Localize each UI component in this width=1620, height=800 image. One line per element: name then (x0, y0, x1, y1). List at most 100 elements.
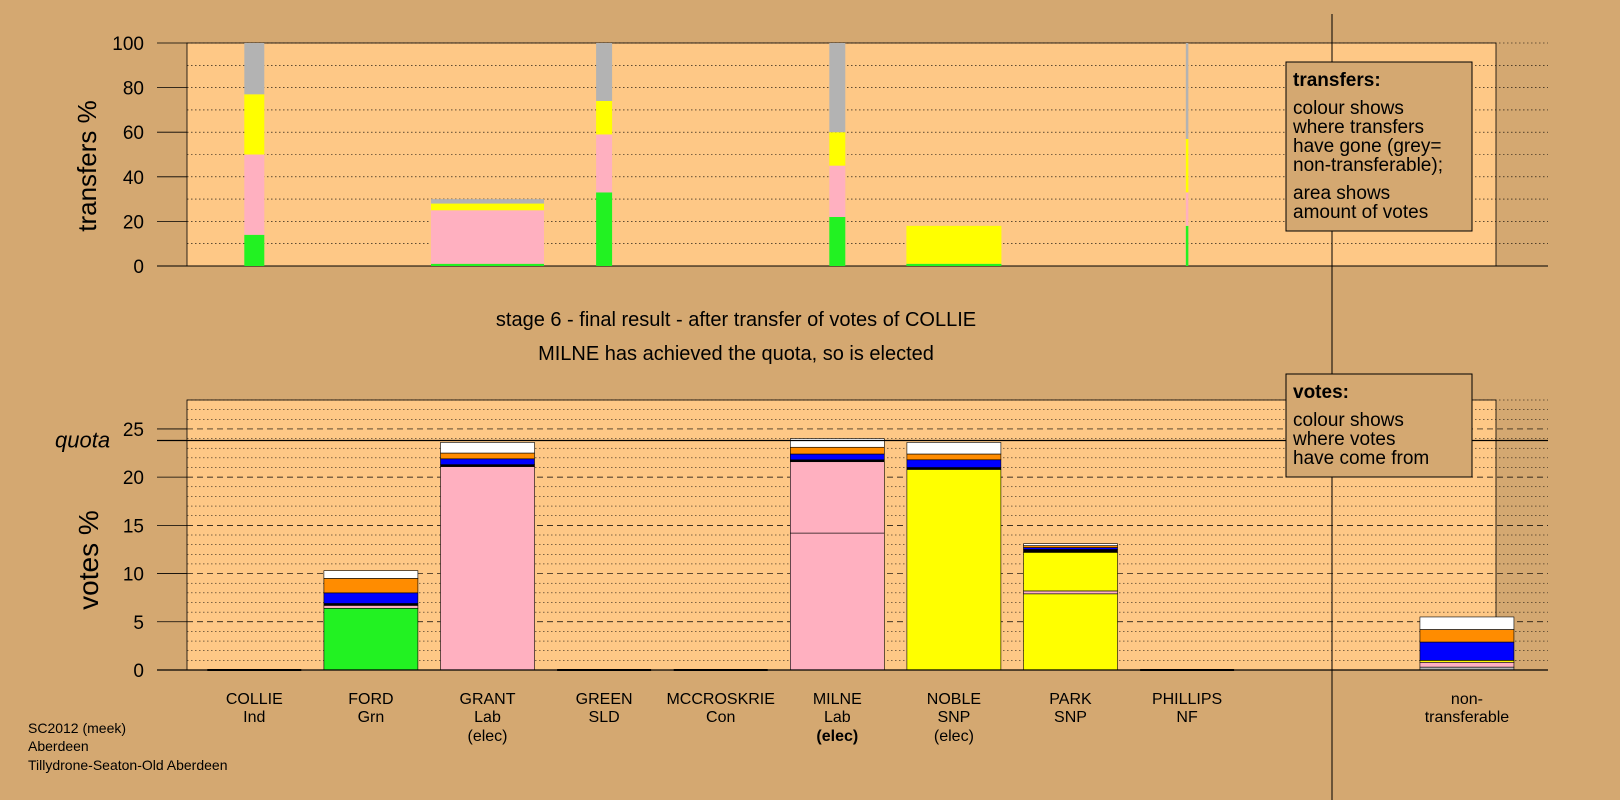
transfers-y-tick-label: 60 (123, 123, 144, 144)
transfer-segment (596, 43, 613, 101)
result-subtitle: MILNE has achieved the quota, so is elec… (538, 343, 934, 365)
candidate-party: transferable (1425, 709, 1510, 726)
vote-segment (1419, 661, 1515, 668)
vote-segment (906, 459, 1002, 468)
transfer-segment (244, 154, 265, 235)
transfers-y-tick-label: 0 (133, 257, 144, 278)
candidate-name: GREEN (576, 691, 633, 708)
transfer-segment (1185, 225, 1189, 266)
candidate-party: SLD (589, 709, 620, 726)
transfers-y-tick-label: 40 (123, 168, 144, 189)
transfer-segment (906, 225, 1002, 264)
transfer-segment (431, 199, 544, 204)
transfer-segment (829, 216, 846, 266)
candidate-name: non- (1451, 691, 1483, 708)
votes-y-tick-label: 15 (123, 516, 144, 537)
candidate-party: Lab (474, 709, 501, 726)
votes-y-ticks: 0 5 10 15 20 25 (123, 420, 187, 682)
votes-bars (157, 438, 1548, 671)
footer-line: Aberdeen (28, 738, 89, 754)
candidate-party: Con (706, 709, 735, 726)
transfer-segment (1185, 192, 1189, 226)
transfers-legend-line: where transfers (1292, 117, 1424, 138)
vote-segment (1419, 616, 1515, 630)
transfers-y-ticks: 0 20 40 60 80 100 (112, 34, 187, 278)
transfer-segment (244, 43, 265, 95)
candidate-name: GRANT (460, 691, 516, 708)
vote-segment (323, 570, 419, 579)
vote-segment (1419, 629, 1515, 643)
vote-segment (323, 578, 419, 594)
vote-segment (1419, 641, 1515, 661)
candidate-party: SNP (1054, 709, 1087, 726)
candidate-name: PARK (1049, 691, 1092, 708)
votes-y-tick-label: 5 (133, 613, 144, 634)
votes-y-axis-label: votes % (73, 510, 104, 610)
transfers-legend-line: non-transferable); (1293, 155, 1443, 176)
transfer-segment (1185, 43, 1189, 139)
transfer-segment (244, 94, 265, 155)
transfer-segment (244, 234, 265, 266)
footer-line: Tillydrone-Seaton-Old Aberdeen (28, 757, 228, 773)
transfers-y-axis-label: transfers % (72, 100, 102, 232)
votes-y-tick-label: 0 (133, 661, 144, 682)
vote-segment (1023, 590, 1118, 595)
vote-segment (906, 442, 1002, 455)
transfers-gridlines (157, 42, 1548, 267)
transfer-segment (596, 134, 613, 193)
transfers-legend-line: colour shows (1293, 98, 1404, 119)
transfer-segment (829, 165, 846, 217)
vote-segment (789, 438, 885, 448)
votes-legend-line: colour shows (1293, 410, 1404, 431)
candidate-party: Ind (243, 709, 265, 726)
votes-legend-box (1285, 373, 1473, 478)
votes-y-tick-label: 20 (123, 468, 144, 489)
transfer-segment (596, 100, 613, 135)
transfers-bars (244, 43, 1189, 266)
transfers-legend-line: have gone (grey= (1293, 136, 1441, 157)
transfers-y-tick-label: 20 (123, 212, 144, 233)
votes-legend-line: where votes (1292, 429, 1395, 450)
vote-segment (789, 453, 885, 461)
candidate-elected-note: (elec) (816, 728, 858, 745)
vote-segment (440, 466, 535, 671)
transfers-y-tick-label: 100 (112, 34, 144, 55)
candidate-party: SNP (937, 709, 970, 726)
transfer-segment (431, 263, 544, 266)
candidate-name: NOBLE (927, 691, 981, 708)
votes-y-tick-label: 25 (123, 420, 144, 441)
transfer-segment (829, 132, 846, 166)
vote-segment (789, 446, 885, 455)
candidate-labels: COLLIEIndFORDGrnGRANTLab(elec)GREENSLDMC… (226, 691, 1509, 745)
candidate-name: FORD (348, 691, 393, 708)
stage-title: stage 6 - final result - after transfer … (496, 309, 976, 331)
transfers-legend-line: amount of votes (1293, 202, 1428, 223)
vote-segment (323, 592, 419, 604)
votes-legend: votes: colour shows where votes have com… (1285, 373, 1473, 478)
quota-label: quota (55, 428, 110, 453)
candidate-name: COLLIE (226, 691, 283, 708)
candidate-party: Grn (358, 709, 385, 726)
transfers-legend-line: area shows (1293, 183, 1390, 204)
vote-segment (323, 605, 419, 609)
vote-segment (1023, 593, 1118, 671)
vote-segment (906, 469, 1002, 671)
vote-segment (440, 452, 535, 460)
transfer-segment (431, 210, 544, 264)
votes-legend-title: votes: (1293, 382, 1349, 403)
candidate-party: Lab (824, 709, 851, 726)
candidate-elected-note: (elec) (467, 728, 507, 745)
votes-legend-line: have come from (1293, 448, 1429, 469)
footer-line: SC2012 (meek) (28, 720, 126, 736)
vote-segment (440, 458, 535, 465)
vote-segment (789, 532, 885, 671)
transfers-panel: 0 20 40 60 80 100 transfers % (72, 34, 1548, 278)
vote-segment (440, 442, 535, 454)
vote-segment (1023, 549, 1118, 553)
transfers-legend: transfers: colour shows where transfers … (1285, 61, 1473, 232)
transfer-segment (906, 263, 1002, 266)
transfer-segment (596, 192, 613, 266)
transfer-segment (829, 43, 846, 133)
